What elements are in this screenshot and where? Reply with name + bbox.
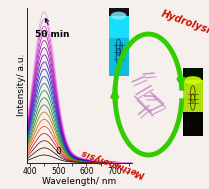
Y-axis label: Intensity/ a.u.: Intensity/ a.u.: [17, 54, 26, 116]
X-axis label: Wavelength/ nm: Wavelength/ nm: [42, 177, 117, 186]
Bar: [183, 80, 203, 112]
Bar: [109, 8, 129, 16]
Bar: [109, 16, 129, 38]
Ellipse shape: [111, 12, 126, 20]
Bar: [109, 38, 129, 76]
Bar: [183, 68, 203, 80]
Text: 0: 0: [55, 147, 61, 156]
Text: 50 min: 50 min: [35, 19, 70, 39]
Text: Methanolysis: Methanolysis: [80, 147, 146, 178]
Bar: [183, 112, 203, 136]
Ellipse shape: [184, 76, 202, 84]
Text: Hydrolysis: Hydrolysis: [159, 8, 209, 37]
